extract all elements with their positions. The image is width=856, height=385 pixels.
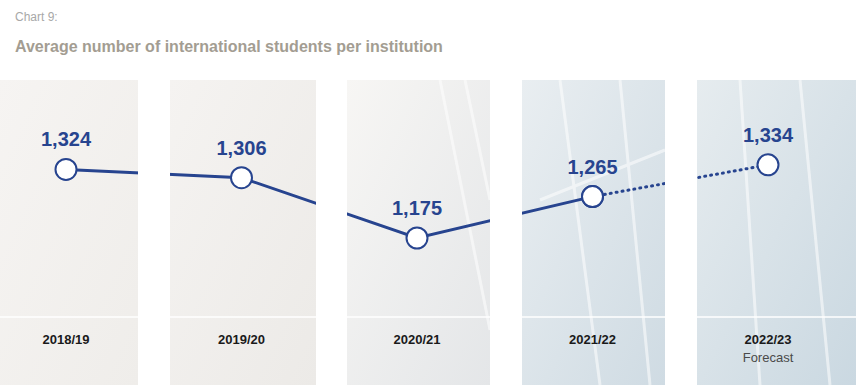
subtitle: Chart 9:: [15, 10, 58, 24]
background-panel: [347, 80, 490, 385]
decoration-line: [620, 80, 650, 385]
marker: [582, 186, 603, 207]
x-tick-label: 2019/20: [218, 332, 265, 347]
separator: [0, 316, 138, 318]
data-label: 1,334: [743, 124, 794, 146]
x-tick-label: 2018/19: [43, 332, 90, 347]
data-label: 1,175: [392, 197, 442, 219]
panel-gap: [316, 80, 347, 385]
title: Average number of international students…: [15, 38, 443, 55]
background-panel: [697, 80, 856, 385]
chart: 1,324 1,306 1,175 1,265 1,334 2018/19 2019/20 2…: [0, 0, 856, 385]
data-label: 1,324: [41, 128, 92, 150]
x-tick-label: 2020/21: [394, 332, 441, 347]
markers: [56, 154, 779, 248]
background-panel: [0, 80, 138, 385]
panel-gap: [490, 80, 522, 385]
background-panel: [170, 80, 316, 385]
marker: [56, 159, 77, 180]
panel-gap: [665, 80, 697, 385]
separator: [170, 316, 316, 318]
x-tick-label: 2022/23: [745, 332, 792, 347]
separator: [347, 316, 490, 318]
decoration-line: [440, 80, 490, 330]
data-label: 1,265: [567, 156, 617, 178]
data-label: 1,306: [216, 137, 266, 159]
separator: [522, 316, 665, 318]
separator: [697, 316, 856, 318]
annotation: Forecast: [743, 350, 794, 365]
x-tick-label: 2021/22: [569, 332, 616, 347]
marker: [231, 167, 252, 188]
panel-decoration: [440, 80, 830, 385]
marker: [758, 154, 779, 175]
panel-gap: [138, 80, 170, 385]
decoration-line: [800, 80, 830, 385]
marker: [582, 186, 603, 207]
background-panel: [522, 80, 665, 385]
marker: [407, 228, 428, 249]
decoration-line: [465, 80, 490, 200]
